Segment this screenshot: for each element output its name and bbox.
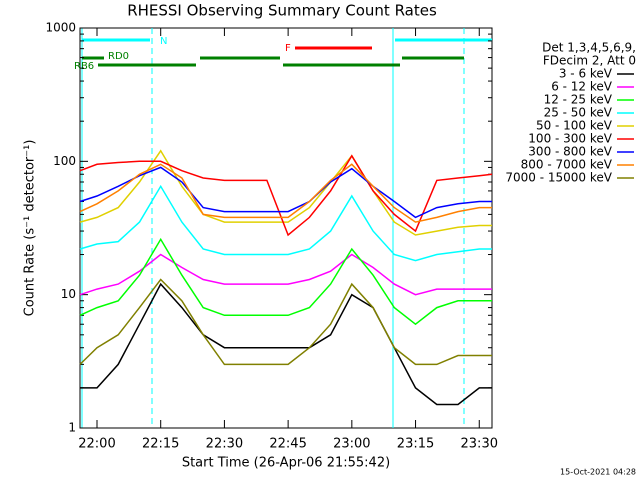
plot-frame [79,27,493,429]
y-axis-label: Count Rate (s⁻¹ detector⁻¹) [23,140,38,317]
legend-label: 3 - 6 keV [559,67,613,81]
series-line [79,163,492,223]
legend-header: FDecim 2, Att 0 [543,54,636,68]
y-tick-label: 10 [61,287,76,301]
legend-label: 300 - 800 keV [528,145,612,159]
series-line [79,237,492,326]
x-tick-label: 22:00 [78,437,115,452]
legend-header: Det 1,3,4,5,6,9, [542,41,636,55]
x-tick-label: 22:45 [269,437,306,452]
series-line [79,166,492,219]
x-tick-label: 22:15 [142,437,179,452]
x-axis-label: Start Time (26-Apr-06 21:55:42) [182,456,390,471]
footer: 15-Oct-2021 04:28 [560,468,636,477]
chart-title: RHESSI Observing Summary Count Rates [127,2,437,20]
legend-label: 50 - 100 keV [536,119,613,133]
y-tick-label: 100 [53,154,76,168]
legend-label: 100 - 300 keV [528,132,612,146]
annotation: F [285,43,291,54]
legend-label: 12 - 25 keV [544,93,613,107]
x-tick-label: 22:30 [206,437,243,452]
x-tick-label: 23:15 [397,437,434,452]
series-line [79,278,492,366]
series-line [79,154,493,237]
legend-label: 25 - 50 keV [544,106,613,120]
series-line [79,184,492,262]
annotation: N [160,36,167,47]
x-tick-label: 23:00 [333,437,370,452]
legend-label: 800 - 7000 keV [521,158,613,172]
series-line [79,253,492,296]
y-tick-label: 1000 [45,21,76,35]
legend-label: 6 - 12 keV [551,80,613,94]
y-tick-label: 1 [68,421,76,435]
annotation: RD0 [108,51,129,62]
series-line [79,149,492,236]
series-line [80,282,492,406]
annotation: RB6 [74,61,94,72]
x-tick-label: 23:30 [461,437,498,452]
legend-label: 7000 - 15000 keV [505,171,612,185]
